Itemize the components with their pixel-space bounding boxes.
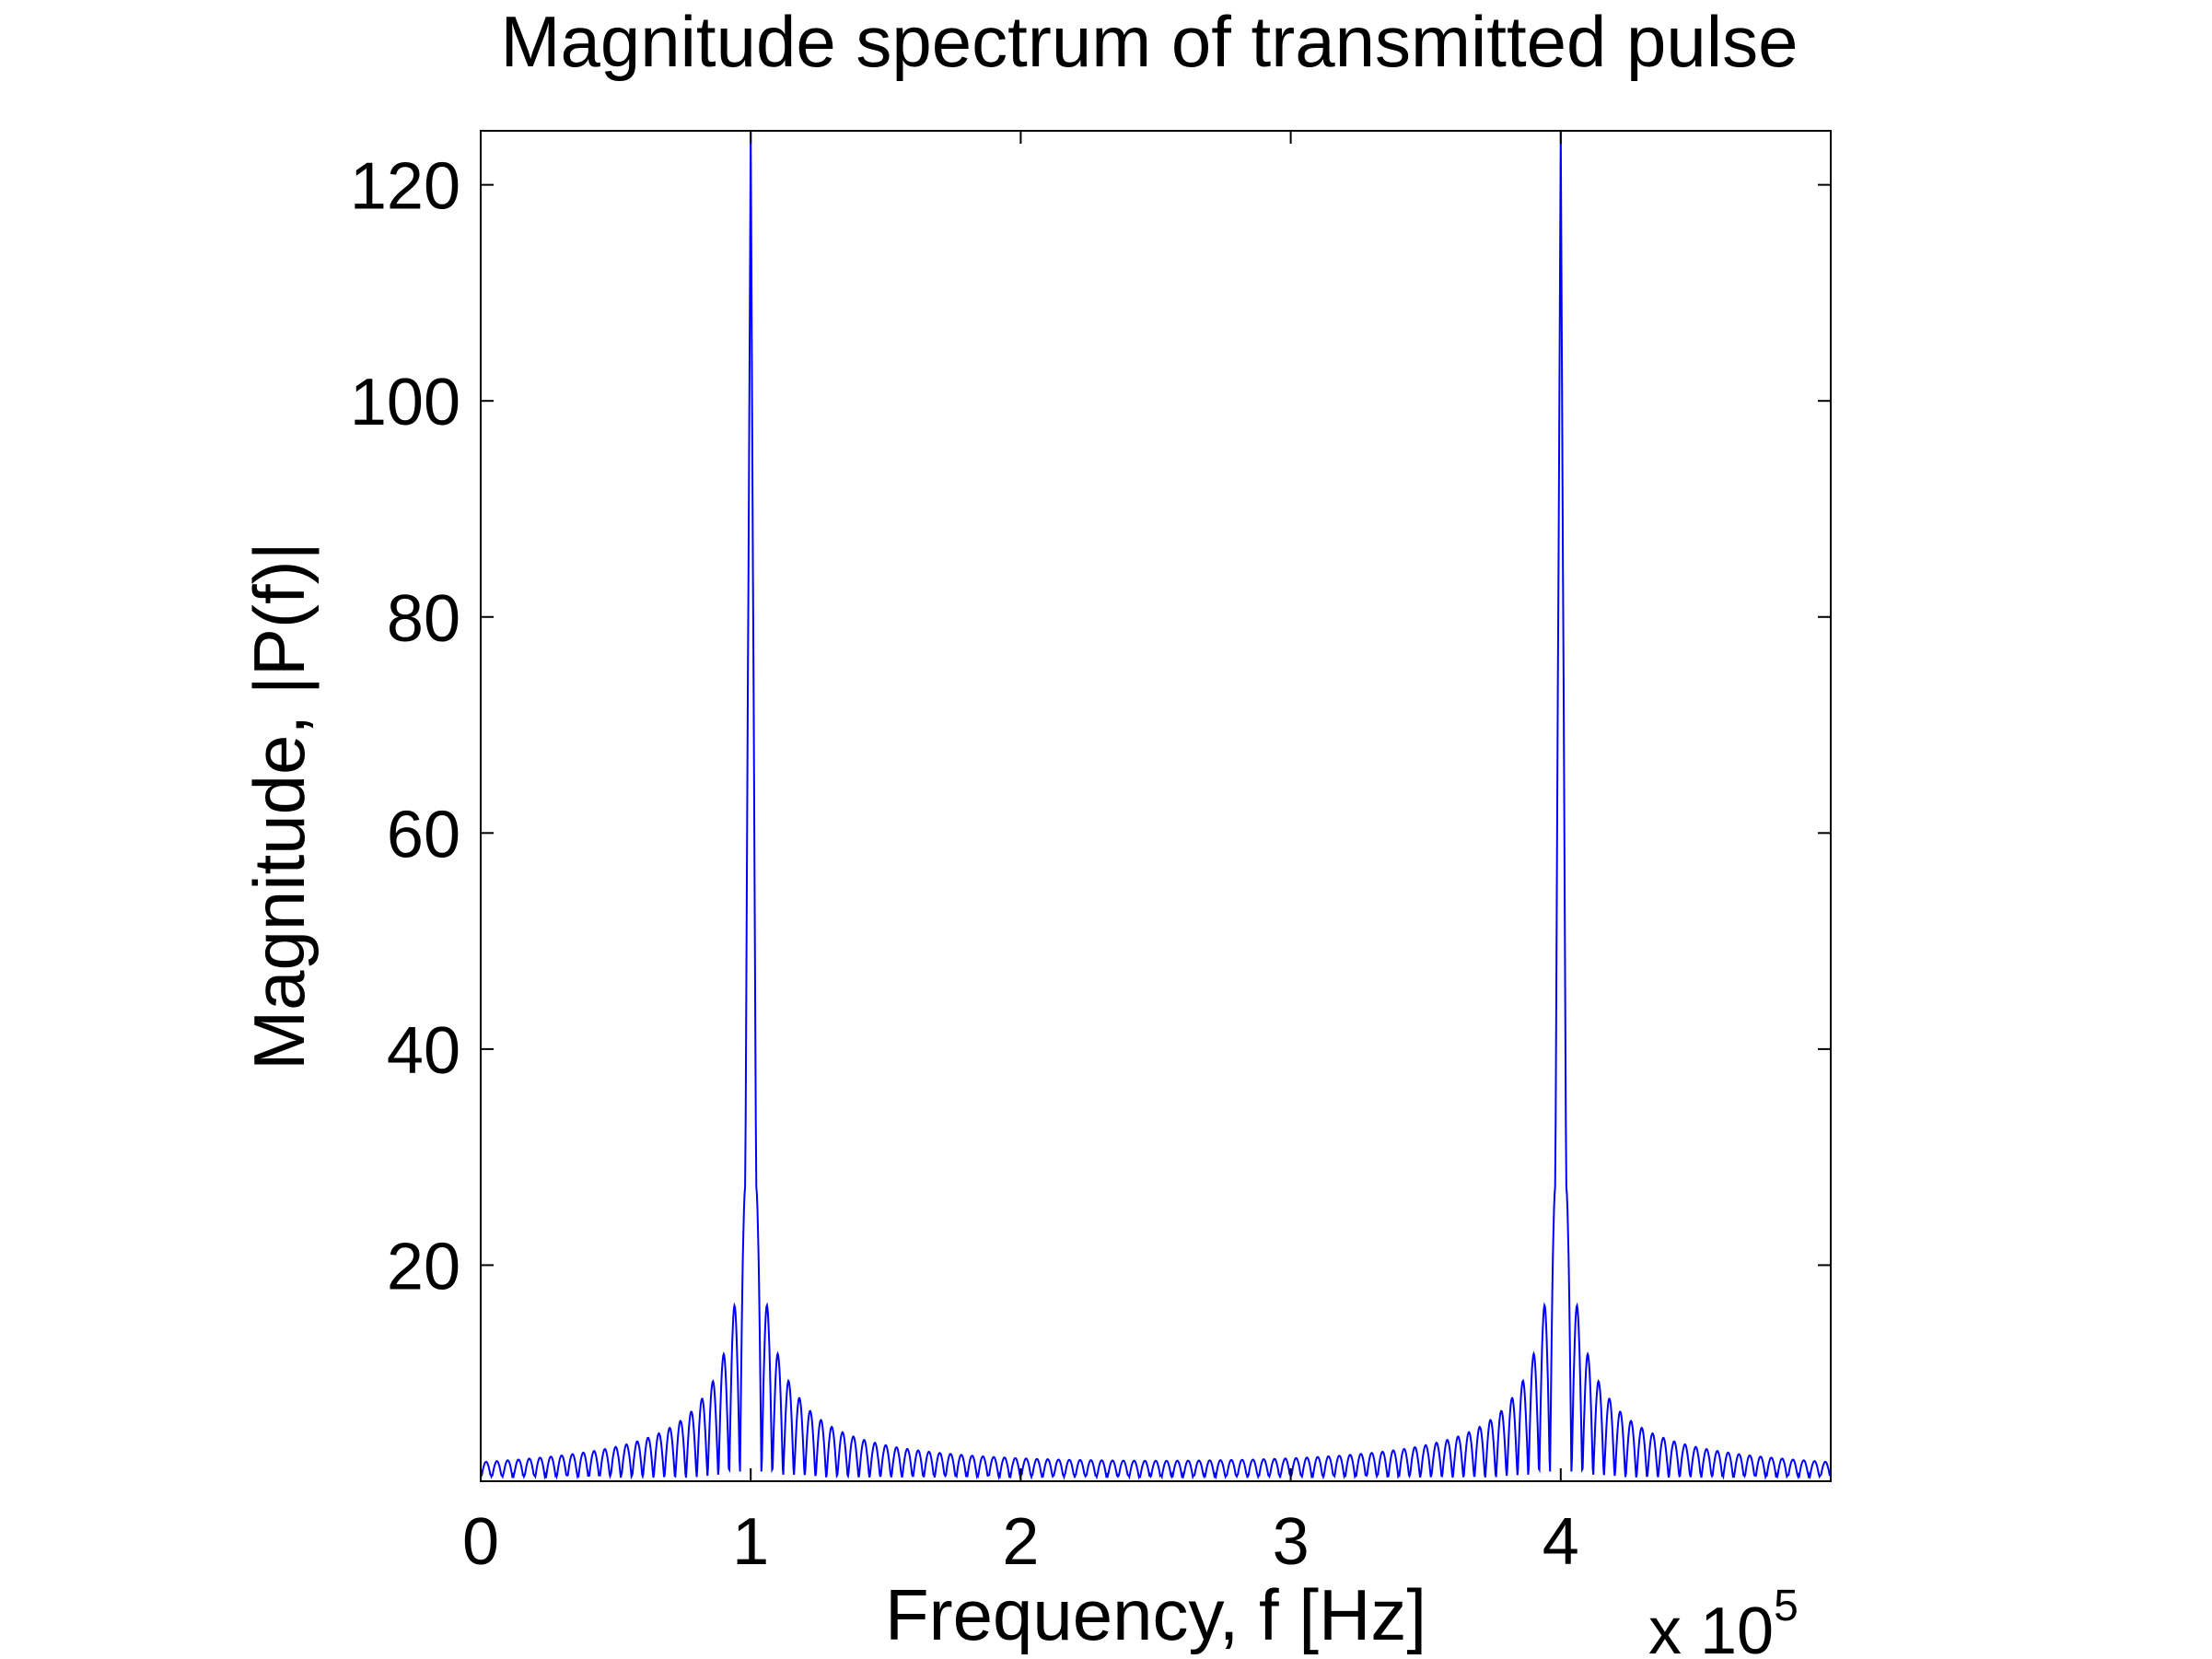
x-axis-exponent-base: x 10: [1648, 1595, 1774, 1659]
x-axis: 0 1 2 3 4: [462, 131, 1579, 1579]
axes-box: [480, 130, 1832, 1482]
y-tick-label: 80: [387, 582, 460, 656]
y-tick-label: 100: [350, 366, 460, 439]
x-tick-label: 2: [1002, 1505, 1039, 1579]
y-tick-label: 40: [387, 1014, 460, 1088]
x-axis-exponent: x 105: [1648, 1582, 1799, 1659]
y-axis: 20 40 60 80 100 120: [350, 150, 1831, 1303]
plot-area: [480, 130, 1832, 1481]
x-tick-label: 0: [462, 1505, 499, 1579]
y-axis-label: Magnitude, |P(f)|: [239, 542, 320, 1070]
y-tick-label: 60: [387, 798, 460, 871]
spectrum-line: [480, 130, 1832, 1481]
x-tick-label: 1: [732, 1505, 769, 1579]
x-axis-label: Frequency, f [Hz]: [885, 1574, 1426, 1655]
chart-title: Magnitude spectrum of transmitted pulse: [500, 1, 1798, 82]
y-tick-label: 120: [350, 150, 460, 224]
x-axis-exponent-power: 5: [1774, 1582, 1799, 1630]
x-tick-label: 4: [1543, 1505, 1579, 1579]
y-tick-label: 20: [387, 1230, 460, 1303]
x-tick-label: 3: [1273, 1505, 1310, 1579]
